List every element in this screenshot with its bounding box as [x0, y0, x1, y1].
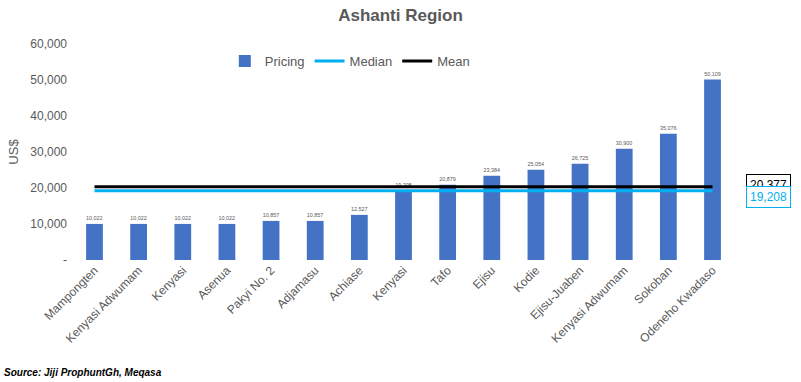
- svg-text:Kenyasi: Kenyasi: [149, 263, 189, 303]
- svg-text:Kodie: Kodie: [511, 263, 543, 295]
- svg-text:10,022: 10,022: [219, 215, 236, 221]
- svg-text:35,076: 35,076: [660, 125, 677, 131]
- svg-text:Median: Median: [350, 54, 393, 69]
- svg-text:25,054: 25,054: [528, 161, 545, 167]
- svg-text:Ejisu: Ejisu: [470, 263, 498, 291]
- svg-text:12,527: 12,527: [351, 206, 368, 212]
- svg-text:Sokoban: Sokoban: [631, 263, 674, 306]
- svg-text:30,900: 30,900: [616, 140, 633, 146]
- svg-text:10,022: 10,022: [174, 215, 191, 221]
- svg-text:-: -: [63, 253, 67, 267]
- svg-text:20,377: 20,377: [750, 178, 787, 192]
- svg-text:Ashanti Region: Ashanti Region: [338, 6, 463, 25]
- svg-text:10,857: 10,857: [307, 212, 324, 218]
- svg-text:30,000: 30,000: [30, 145, 67, 159]
- svg-text:19,208: 19,208: [395, 182, 412, 188]
- svg-text:20,879: 20,879: [439, 176, 456, 182]
- svg-text:Achiase: Achiase: [326, 263, 366, 303]
- svg-text:60,000: 60,000: [30, 37, 67, 51]
- svg-text:50,000: 50,000: [30, 73, 67, 87]
- svg-text:Kenyasi Adwumam: Kenyasi Adwumam: [63, 263, 145, 345]
- svg-text:Mean: Mean: [437, 54, 470, 69]
- svg-text:Asenua: Asenua: [195, 263, 234, 302]
- svg-text:Ejisu-Juaben: Ejisu-Juaben: [527, 263, 586, 322]
- svg-text:40,000: 40,000: [30, 109, 67, 123]
- svg-text:26,725: 26,725: [572, 155, 589, 161]
- svg-text:50,109: 50,109: [704, 71, 721, 77]
- svg-text:Kenyasi Adwumam: Kenyasi Adwumam: [549, 263, 631, 345]
- svg-text:23,384: 23,384: [483, 167, 500, 173]
- svg-text:Odeneho Kwadaso: Odeneho Kwadaso: [637, 263, 719, 345]
- svg-text:Source: Jiji ProphuntGh, Meqas: Source: Jiji ProphuntGh, Meqasa: [4, 367, 162, 378]
- svg-text:10,022: 10,022: [130, 215, 147, 221]
- svg-text:10,022: 10,022: [86, 215, 103, 221]
- svg-text:Pakyi No. 2: Pakyi No. 2: [224, 263, 278, 317]
- svg-text:Tafo: Tafo: [428, 263, 454, 289]
- svg-text:Pricing: Pricing: [265, 54, 305, 69]
- svg-text:19,208: 19,208: [750, 190, 787, 204]
- svg-text:20,000: 20,000: [30, 181, 67, 195]
- svg-text:Mampongten: Mampongten: [41, 263, 100, 322]
- svg-text:Kenyasi: Kenyasi: [370, 263, 410, 303]
- svg-text:US$: US$: [6, 139, 21, 165]
- svg-text:10,000: 10,000: [30, 217, 67, 231]
- svg-text:Adjamasu: Adjamasu: [274, 263, 322, 311]
- svg-text:10,857: 10,857: [263, 212, 280, 218]
